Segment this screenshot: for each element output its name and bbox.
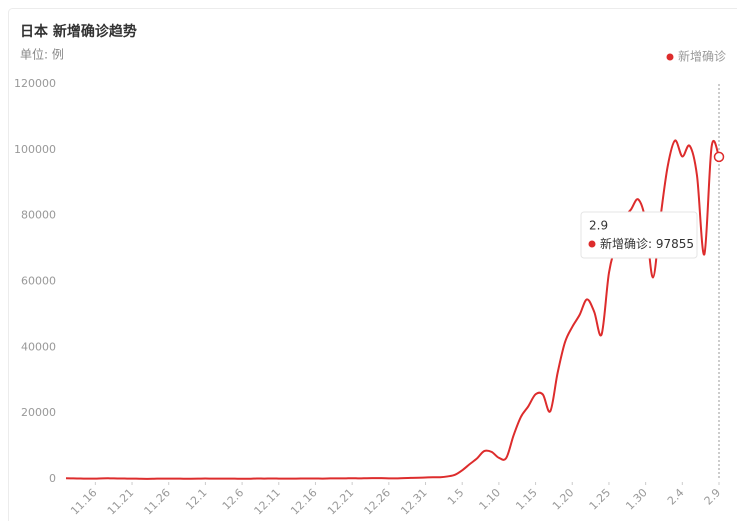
tooltip-text: 新增确诊: 97855: [600, 236, 694, 251]
tooltip-separator: :: [648, 237, 656, 251]
chart-subtitle: 单位: 例: [20, 47, 64, 62]
legend: 新增确诊: [666, 49, 726, 64]
card: [8, 8, 737, 521]
tooltip: 2.9 新增确诊: 97855: [580, 84, 725, 479]
y-tick-label: 120000: [14, 77, 56, 90]
y-tick-label: 60000: [21, 275, 56, 288]
legend-label: 新增确诊: [678, 49, 726, 64]
active-point: [713, 151, 725, 163]
legend-marker: [666, 53, 674, 61]
y-tick-label: 0: [49, 472, 56, 485]
y-tick-label: 100000: [14, 143, 56, 156]
tooltip-box: [580, 211, 698, 259]
tooltip-marker: [588, 240, 596, 248]
y-tick-label: 20000: [21, 406, 56, 419]
y-tick-label: 80000: [21, 209, 56, 222]
tooltip-title: 2.9: [589, 219, 608, 233]
tooltip-series: 新增确诊: [600, 236, 648, 251]
tooltip-value: 97855: [656, 237, 694, 251]
chart-title: 日本 新增确诊趋势: [20, 23, 137, 40]
y-tick-label: 40000: [21, 340, 56, 353]
